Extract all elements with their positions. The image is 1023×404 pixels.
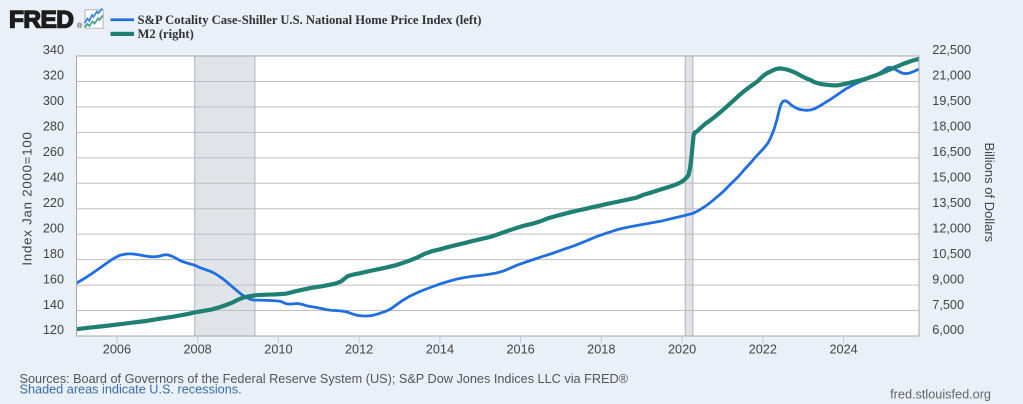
svg-text:260: 260 — [43, 145, 64, 159]
svg-text:Sources: Board of Governors of: Sources: Board of Governors of the Feder… — [20, 372, 629, 386]
svg-text:240: 240 — [43, 170, 64, 184]
svg-text:220: 220 — [43, 196, 64, 210]
svg-text:320: 320 — [43, 69, 64, 83]
svg-text:2022: 2022 — [749, 343, 777, 357]
svg-text:22,500: 22,500 — [932, 43, 971, 57]
svg-text:2014: 2014 — [426, 343, 454, 357]
svg-text:19,500: 19,500 — [932, 94, 971, 108]
svg-text:Billions of Dollars: Billions of Dollars — [982, 142, 997, 242]
svg-text:M2 (right): M2 (right) — [138, 27, 194, 41]
svg-text:12,000: 12,000 — [932, 221, 971, 235]
svg-text:2006: 2006 — [103, 343, 131, 357]
svg-text:2010: 2010 — [264, 343, 292, 357]
svg-text:S&P Cotality Case-Shiller U.S.: S&P Cotality Case-Shiller U.S. National … — [138, 13, 482, 27]
svg-text:2024: 2024 — [829, 343, 857, 357]
svg-text:120: 120 — [43, 323, 64, 337]
svg-text:Index Jan 2000=100: Index Jan 2000=100 — [20, 131, 35, 265]
svg-text:160: 160 — [43, 272, 64, 286]
svg-text:7,500: 7,500 — [932, 298, 964, 312]
svg-text:180: 180 — [43, 247, 64, 261]
svg-text:2008: 2008 — [183, 343, 211, 357]
svg-text:®: ® — [77, 22, 83, 30]
svg-text:340: 340 — [43, 43, 64, 57]
svg-text:300: 300 — [43, 94, 64, 108]
svg-text:FRED: FRED — [9, 7, 73, 34]
svg-text:10,500: 10,500 — [932, 247, 971, 261]
svg-text:21,000: 21,000 — [932, 69, 971, 83]
svg-text:140: 140 — [43, 298, 64, 312]
svg-text:6,000: 6,000 — [932, 323, 964, 337]
svg-text:16,500: 16,500 — [932, 145, 971, 159]
svg-text:2016: 2016 — [506, 343, 534, 357]
svg-text:280: 280 — [43, 120, 64, 134]
svg-text:2018: 2018 — [587, 343, 615, 357]
svg-text:Shaded areas indicate U.S. rec: Shaded areas indicate U.S. recessions. — [20, 383, 242, 397]
svg-text:fred.stlouisfed.org: fred.stlouisfed.org — [890, 388, 991, 402]
svg-text:9,000: 9,000 — [932, 272, 964, 286]
svg-text:15,000: 15,000 — [932, 170, 971, 184]
svg-text:13,500: 13,500 — [932, 196, 971, 210]
svg-text:18,000: 18,000 — [932, 120, 971, 134]
svg-text:200: 200 — [43, 221, 64, 235]
svg-text:2012: 2012 — [345, 343, 373, 357]
svg-text:2020: 2020 — [668, 343, 696, 357]
